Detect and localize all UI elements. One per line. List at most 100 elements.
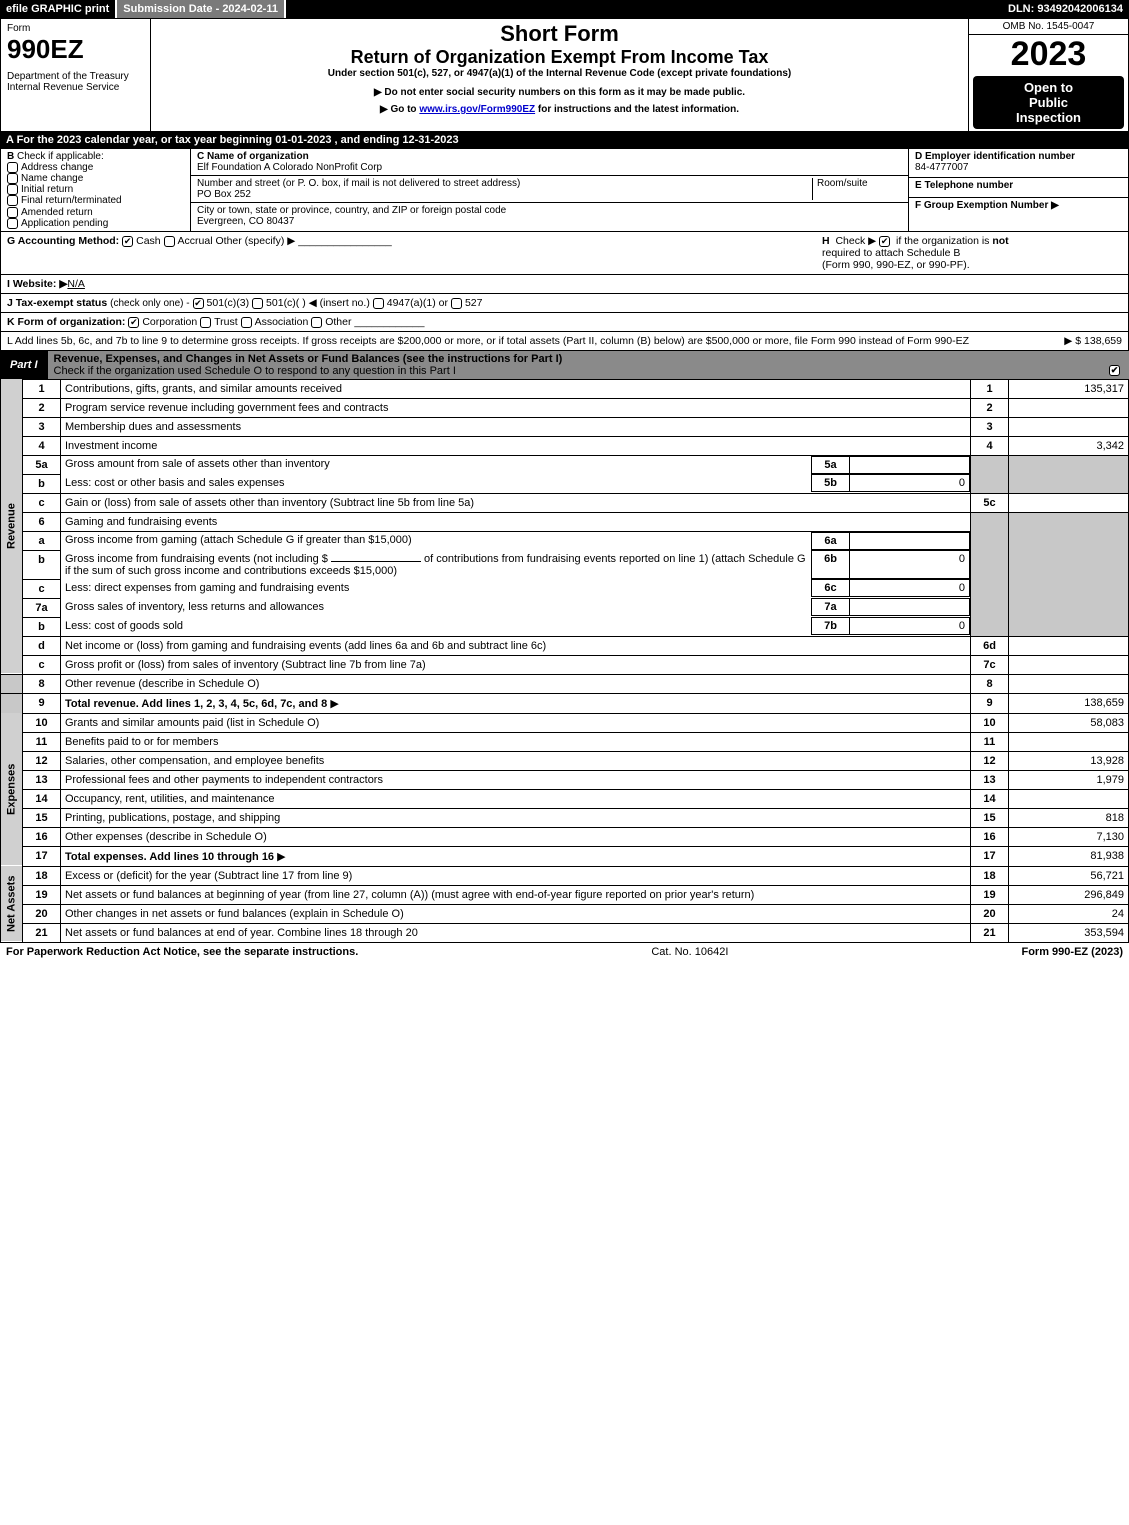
initial-return-checkbox[interactable] xyxy=(7,184,18,195)
line-14-num: 14 xyxy=(23,789,61,808)
line-15-amt: 818 xyxy=(1009,808,1129,827)
app-pending-checkbox[interactable] xyxy=(7,218,18,229)
line-7c-ref: 7c xyxy=(971,655,1009,674)
name-change-checkbox[interactable] xyxy=(7,173,18,184)
line-17-amt: 81,938 xyxy=(1009,846,1129,866)
addr-change-label: Address change xyxy=(21,162,93,173)
line-6d-ref: 6d xyxy=(971,636,1009,655)
line-6-num: 6 xyxy=(23,512,61,531)
street-label: Number and street (or P. O. box, if mail… xyxy=(197,178,520,189)
line-18-num: 18 xyxy=(23,866,61,885)
final-return-label: Final return/terminated xyxy=(21,196,122,207)
accrual-label: Accrual xyxy=(178,235,213,247)
line-9-amt: 138,659 xyxy=(1009,693,1129,713)
527-checkbox[interactable] xyxy=(451,298,462,309)
line-4-num: 4 xyxy=(23,436,61,455)
other-org-label: Other xyxy=(325,316,351,328)
line-14-ref: 14 xyxy=(971,789,1009,808)
goto-line: ▶ Go to www.irs.gov/Form990EZ for instru… xyxy=(157,104,962,115)
schedule-b-checkbox[interactable] xyxy=(879,236,890,247)
line-9-num: 9 xyxy=(23,693,61,713)
goto-tail: for instructions and the latest informat… xyxy=(535,104,739,115)
street-row: Number and street (or P. O. box, if mail… xyxy=(191,176,908,203)
cat-number: Cat. No. 10642I xyxy=(651,946,728,958)
trust-label: Trust xyxy=(214,316,238,328)
accrual-checkbox[interactable] xyxy=(164,236,175,247)
trust-checkbox[interactable] xyxy=(200,317,211,328)
line-7b-amt: 0 xyxy=(850,618,970,635)
line-8-num: 8 xyxy=(23,674,61,693)
section-j: J Tax-exempt status (check only one) - 5… xyxy=(0,294,1129,313)
line-9-text: Total revenue. Add lines 1, 2, 3, 4, 5c,… xyxy=(65,698,327,710)
assoc-checkbox[interactable] xyxy=(241,317,252,328)
501c-checkbox[interactable] xyxy=(252,298,263,309)
line-6d-desc: Net income or (loss) from gaming and fun… xyxy=(61,636,971,655)
goto-link[interactable]: www.irs.gov/Form990EZ xyxy=(419,104,535,115)
b-label: B xyxy=(7,151,14,162)
line-7c-desc: Gross profit or (loss) from sales of inv… xyxy=(61,655,971,674)
subtitle: Under section 501(c), 527, or 4947(a)(1)… xyxy=(157,68,962,79)
h-label: H xyxy=(822,235,830,247)
submission-date: Submission Date - 2024-02-11 xyxy=(117,0,286,18)
other-org-checkbox[interactable] xyxy=(311,317,322,328)
line-3-ref: 3 xyxy=(971,417,1009,436)
short-form-title: Short Form xyxy=(157,21,962,47)
line-10-num: 10 xyxy=(23,713,61,732)
room-suite-label: Room/suite xyxy=(812,178,902,200)
section-l: L Add lines 5b, 6c, and 7b to line 9 to … xyxy=(0,332,1129,351)
cash-checkbox[interactable] xyxy=(122,236,133,247)
4947-label: 4947(a)(1) or xyxy=(387,297,448,309)
open-to-public: Open to Public Inspection xyxy=(973,76,1124,129)
dln-label: DLN: 93492042006134 xyxy=(1002,0,1129,18)
line-21-desc: Net assets or fund balances at end of ye… xyxy=(61,923,971,942)
line-20-amt: 24 xyxy=(1009,904,1129,923)
corp-checkbox[interactable] xyxy=(128,317,139,328)
line-5c-num: c xyxy=(23,493,61,512)
form-number: 990EZ xyxy=(7,34,144,65)
ein-value: 84-4777007 xyxy=(915,162,968,173)
line-16-amt: 7,130 xyxy=(1009,827,1129,846)
501c3-checkbox[interactable] xyxy=(193,298,204,309)
line-9-desc: Total revenue. Add lines 1, 2, 3, 4, 5c,… xyxy=(61,693,971,713)
h-txt2: if the organization is xyxy=(896,235,992,247)
section-bcdef: B Check if applicable: Address change Na… xyxy=(0,148,1129,232)
h-txt3: required to attach Schedule B xyxy=(822,247,960,259)
line-14-amt xyxy=(1009,789,1129,808)
line-6a-amt xyxy=(850,532,970,549)
4947-checkbox[interactable] xyxy=(373,298,384,309)
form-header: Form 990EZ Department of the Treasury In… xyxy=(0,18,1129,132)
line-7b-ref: 7b xyxy=(812,618,850,635)
org-name-value: Elf Foundation A Colorado NonProfit Corp xyxy=(197,162,382,173)
addr-change-checkbox[interactable] xyxy=(7,162,18,173)
city-label: City or town, state or province, country… xyxy=(197,205,506,216)
line-6c-ref: 6c xyxy=(812,580,850,597)
goto-prefix: ▶ Go to xyxy=(380,104,419,115)
line-4-desc: Investment income xyxy=(61,436,971,455)
line-13-ref: 13 xyxy=(971,770,1009,789)
line-5c-desc: Gain or (loss) from sale of assets other… xyxy=(61,493,971,512)
h-txt4: (Form 990, 990-EZ, or 990-PF). xyxy=(822,259,970,271)
section-k: K Form of organization: Corporation Trus… xyxy=(0,313,1129,332)
final-return-checkbox[interactable] xyxy=(7,195,18,206)
line-5a-num: 5a xyxy=(23,455,61,474)
section-c: C Name of organization Elf Foundation A … xyxy=(191,149,908,231)
line-6a-desc: Gross income from gaming (attach Schedul… xyxy=(61,532,812,549)
line-11-num: 11 xyxy=(23,732,61,751)
city-value: Evergreen, CO 80437 xyxy=(197,216,294,227)
schedule-o-checkbox[interactable] xyxy=(1109,365,1120,376)
section-a: A For the 2023 calendar year, or tax yea… xyxy=(0,132,1129,148)
527-label: 527 xyxy=(465,297,483,309)
line-18-amt: 56,721 xyxy=(1009,866,1129,885)
line-15-num: 15 xyxy=(23,808,61,827)
line-16-ref: 16 xyxy=(971,827,1009,846)
line-21-ref: 21 xyxy=(971,923,1009,942)
amended-checkbox[interactable] xyxy=(7,207,18,218)
org-name-label: C Name of organization xyxy=(197,151,309,162)
line-10-ref: 10 xyxy=(971,713,1009,732)
website-value: N/A xyxy=(67,278,85,290)
efile-label: efile GRAPHIC print xyxy=(0,0,117,18)
open-line2: Public xyxy=(981,95,1116,110)
line-5ab-shade xyxy=(971,455,1009,493)
line-7a-ref: 7a xyxy=(812,599,850,616)
paperwork-notice: For Paperwork Reduction Act Notice, see … xyxy=(6,946,358,958)
